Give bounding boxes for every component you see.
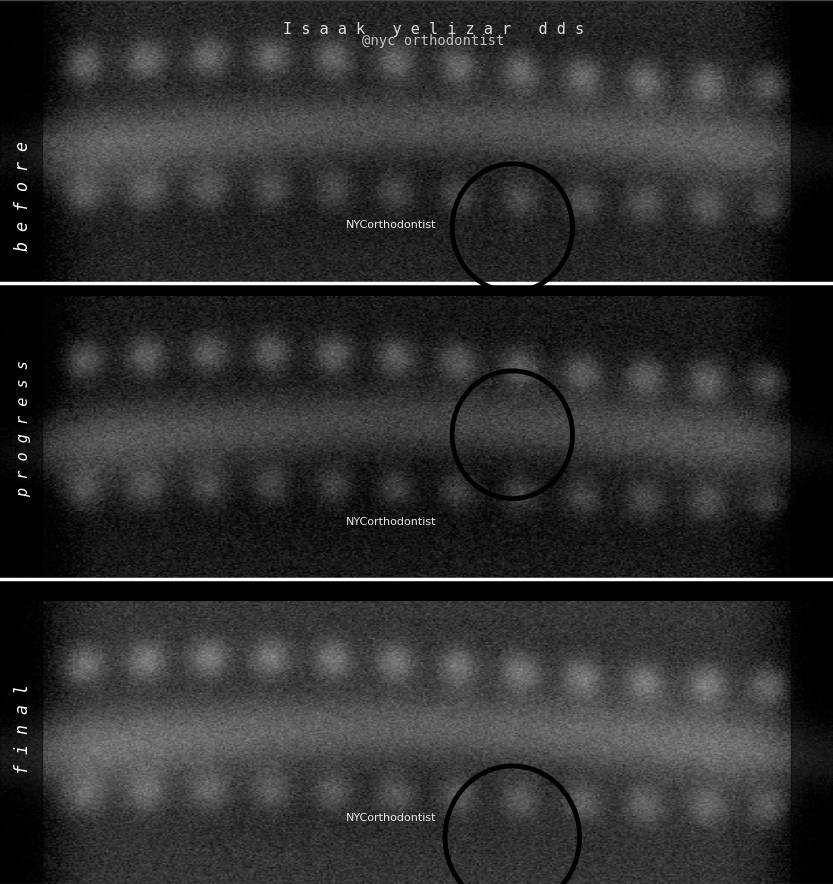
Text: p r o g r e s s: p r o g r e s s <box>16 361 31 497</box>
Text: @nyc orthodontist: @nyc orthodontist <box>362 34 504 48</box>
Text: b e f o r e: b e f o r e <box>14 141 32 251</box>
Text: f i n a l: f i n a l <box>14 684 32 774</box>
Text: NYCorthodontist: NYCorthodontist <box>347 516 436 527</box>
Text: NYCorthodontist: NYCorthodontist <box>347 812 436 823</box>
Text: NYCorthodontist: NYCorthodontist <box>347 220 436 231</box>
Text: I s a a k   y e l i z a r   d d s: I s a a k y e l i z a r d d s <box>282 22 584 37</box>
